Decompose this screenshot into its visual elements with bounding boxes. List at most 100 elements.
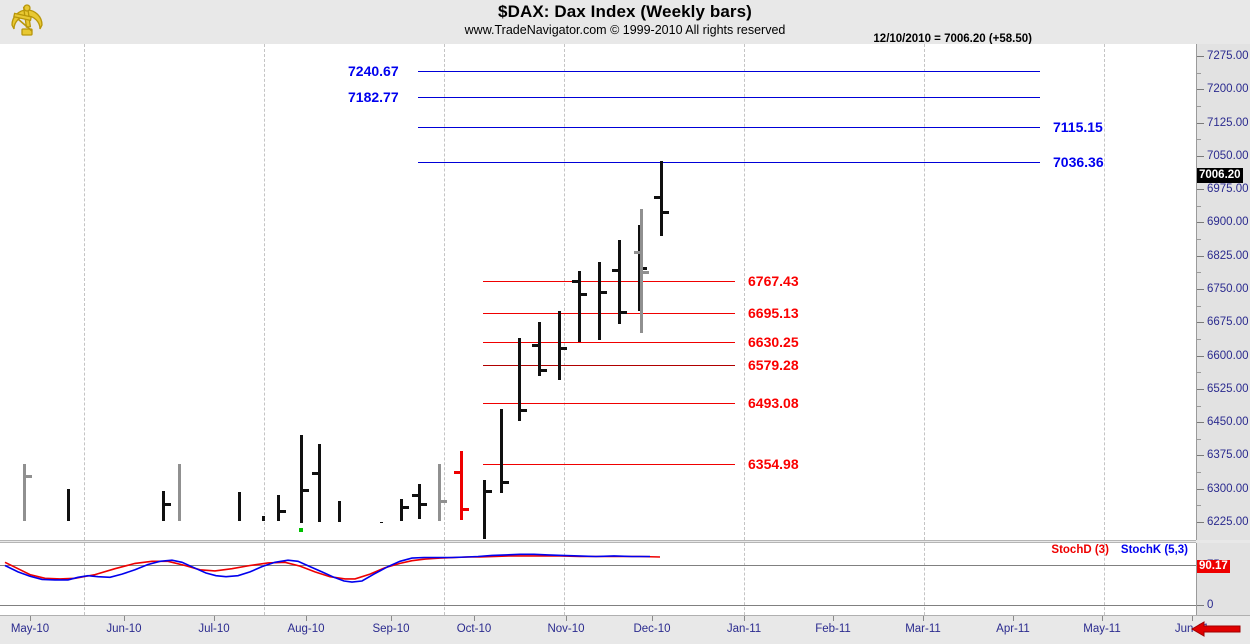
gridline [444,543,445,615]
gridline [84,44,85,540]
date-axis-tick [214,616,215,621]
price-axis-label: 6525.00 [1207,382,1249,395]
level-line[interactable] [483,313,735,315]
gridline [744,44,745,540]
price-axis-tick [1197,122,1204,124]
ohlc-close-tick [503,480,509,484]
date-axis[interactable]: May-10 Jun-10 Jul-10 Aug-10 Sep-10 Oct-10 Nov-… [0,615,1250,644]
price-axis-minor-tick [1197,405,1201,407]
last-price-badge: 7006.20 [1197,168,1243,183]
stoch-series-line [4,555,661,580]
date-axis-label: Apr-11 [996,623,1030,635]
level-line[interactable] [418,71,1040,73]
date-axis-tick [744,616,745,621]
gridline [1104,543,1105,615]
ohlc-close-tick [26,475,32,479]
level-label: 6354.98 [748,456,799,473]
ohlc-bar [460,451,463,520]
date-axis-tick [30,616,31,621]
stochastic-series [4,553,661,583]
price-axis-tick [1197,255,1204,257]
ohlc-bar [500,408,503,494]
level-label: 7182.77 [348,88,399,105]
ohlc-close-tick [403,505,409,509]
level-label: 6695.13 [748,305,799,322]
chart-header: $DAX: Dax Index (Weekly bars) www.TradeN… [0,0,1250,40]
ohlc-bar [318,444,321,522]
price-axis-label: 7050.00 [1207,149,1249,162]
level-line[interactable] [483,281,735,283]
price-axis[interactable]: 7275.00 7200.00 7125.00 7050.00 6975.00 6900.… [1196,44,1250,540]
stoch-axis-label: 0 [1207,599,1214,611]
ohlc-close-tick [421,502,427,506]
quote-readout: 12/10/2010 = 7006.20 (+58.50) [873,33,1032,45]
level-line[interactable] [418,161,1040,163]
price-axis-tick [1197,222,1204,224]
date-axis-tick [1192,616,1193,621]
stoch-reference-line [0,565,1196,566]
ohlc-open-tick [454,470,460,474]
price-axis-minor-tick [1197,205,1201,207]
price-axis-minor-tick [1197,305,1201,307]
ohlc-bar [538,322,541,376]
ohlc-open-tick [572,280,578,284]
ohlc-close-tick [463,508,469,512]
stochastic-legend: StochD (3) StochK (5,3) [1051,544,1188,556]
price-axis-tick [1197,322,1204,324]
level-line[interactable] [418,126,1040,128]
price-axis-label: 6825.00 [1207,249,1249,262]
level-line[interactable] [418,96,1040,98]
pane-divider-top [0,540,1196,541]
level-line[interactable] [483,403,735,405]
level-label: 6630.25 [748,334,799,351]
stochastic-value-badge: 90.17 [1197,560,1230,573]
price-axis-tick [1197,189,1204,191]
ohlc-bar [598,262,601,341]
level-line[interactable] [483,364,735,366]
price-axis-minor-tick [1197,239,1201,241]
stoch-k-label: StochK (5,3) [1120,544,1188,556]
chart-subtitle: www.TradeNavigator.com © 1999-2010 All r… [464,23,786,37]
ohlc-close-tick [521,408,527,412]
stochastic-axis[interactable]: 750 [1196,543,1250,615]
ohlc-bar [178,463,181,521]
ohlc-close-tick [621,311,627,315]
date-axis-tick [1102,616,1103,621]
ohlc-bar [277,495,280,521]
ohlc-close-tick [663,211,669,215]
gridline [444,44,445,540]
date-axis-label: Nov-10 [547,623,585,635]
price-axis-label: 6900.00 [1207,216,1249,229]
price-axis-label: 6300.00 [1207,482,1249,495]
ohlc-bar [238,492,241,521]
ohlc-bar [400,498,403,521]
level-label: 7115.15 [1053,118,1103,135]
page-title: $DAX: Dax Index (Weekly bars) [498,2,752,21]
price-axis-tick [1197,455,1204,457]
date-axis-tick [124,616,125,621]
price-chart-pane[interactable]: TradeNavigator.com [0,44,1196,540]
price-axis-tick [1197,56,1204,57]
ohlc-open-tick [532,344,538,348]
date-axis-label: Jan-11 [726,623,762,635]
date-axis-label: Sep-10 [372,623,410,635]
price-axis-minor-tick [1197,272,1201,274]
stoch-axis-tick [1197,605,1204,606]
level-line[interactable] [483,464,735,466]
level-line[interactable] [483,342,735,344]
ohlc-close-tick [486,490,492,494]
price-axis-label: 6750.00 [1207,283,1249,295]
gridline [84,543,85,615]
gridline [264,44,265,540]
level-label: 6579.28 [748,356,799,373]
arrow-left-icon[interactable] [1190,620,1242,638]
stochastic-pane[interactable]: StochD (3) StochK (5,3) [0,543,1196,615]
ohlc-close-tick [601,291,607,295]
gridline [264,543,265,615]
level-label: 6493.08 [748,395,799,412]
gridline [744,543,745,615]
ohlc-bar [338,501,341,522]
price-axis-tick [1197,89,1204,91]
date-axis-tick [566,616,567,621]
date-axis-label: Feb-11 [815,623,851,635]
